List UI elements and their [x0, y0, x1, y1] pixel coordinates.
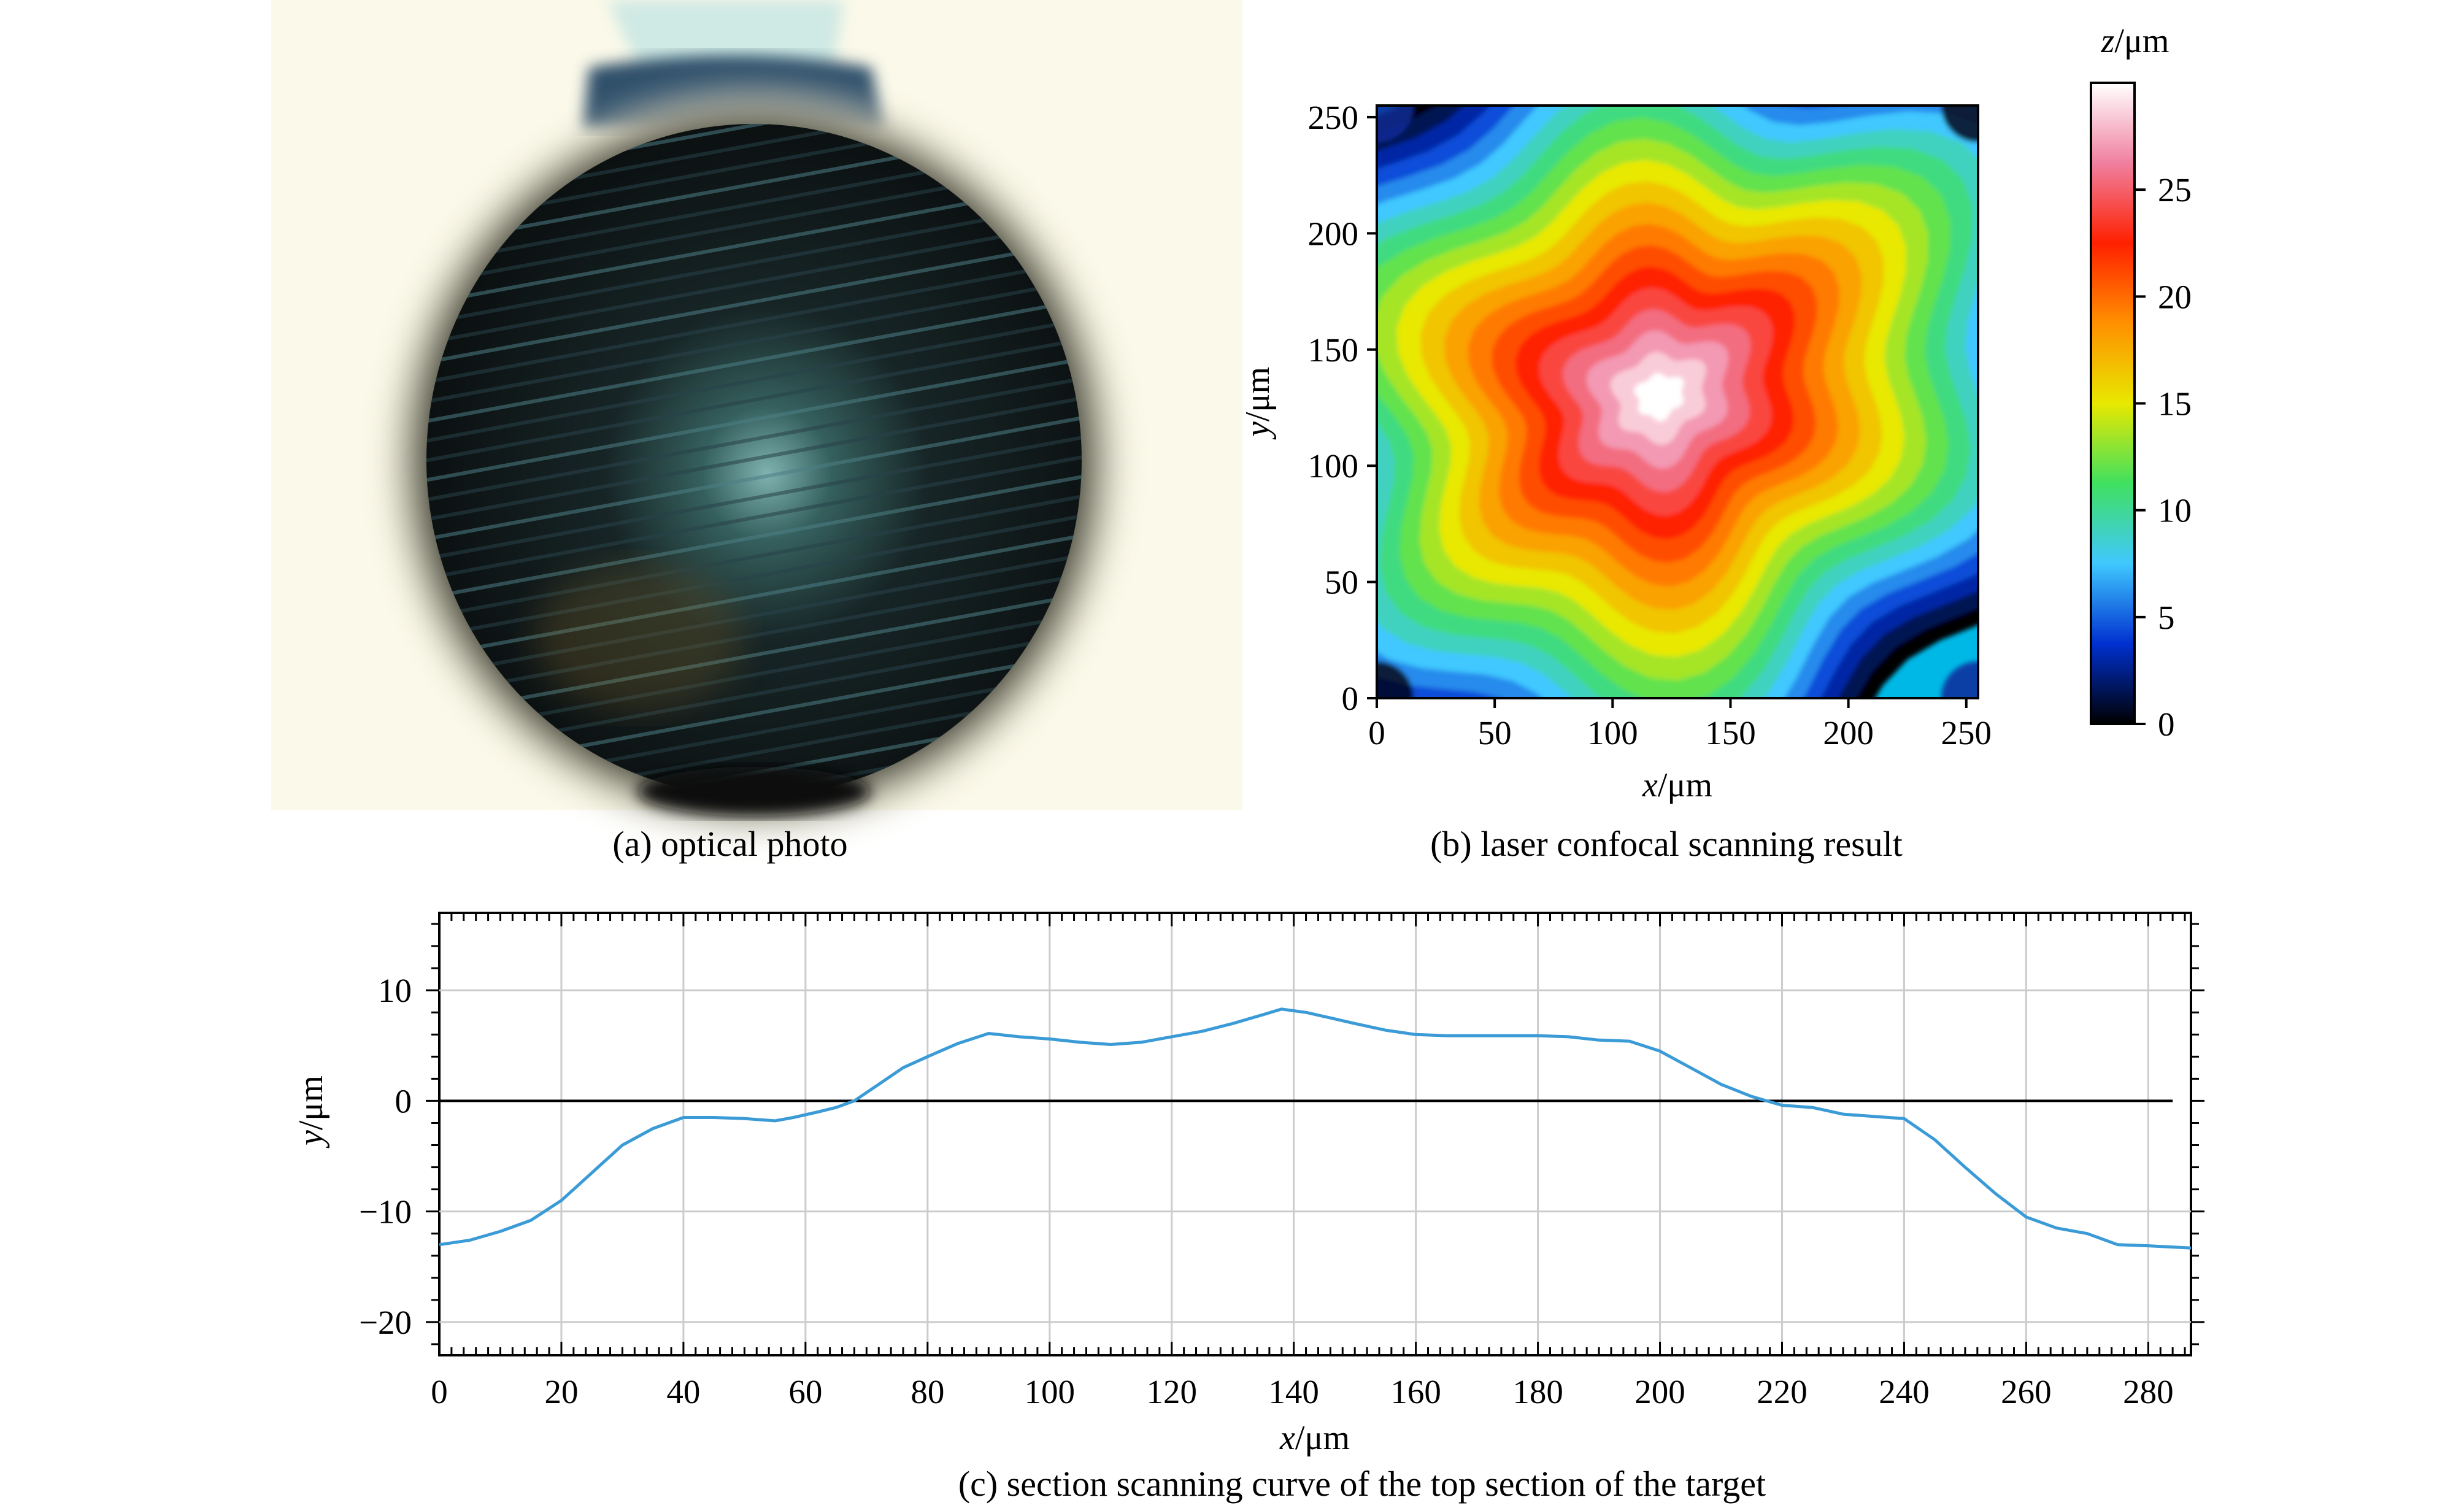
- xtick-label: 180: [1512, 1373, 1563, 1410]
- xtick-label: 160: [1390, 1373, 1441, 1410]
- heatmap-corner-blob: [1941, 661, 1978, 698]
- line-chart-series: [439, 1007, 2192, 1250]
- xtick-label: 140: [1268, 1373, 1319, 1410]
- heatmap-xtick-label: 100: [1587, 714, 1638, 752]
- colorbar-tick-label: 20: [2158, 278, 2192, 315]
- heatmap-corner-blob: [1377, 661, 1414, 698]
- heatmap-ytick-label: 50: [1325, 564, 1358, 601]
- colorbar-tick-label: 0: [2158, 706, 2175, 743]
- heatmap-ticks: 0 50 100 150 200 250 0 50 100 150 200 250: [1308, 99, 1992, 752]
- xtick-label: 220: [1757, 1373, 1808, 1410]
- heatmap-xtick-label: 0: [1368, 714, 1385, 752]
- line-chart-ticks: 0 20 40 60 80 100 120 140 160 180 200 220 240 260 2801…: [359, 913, 2204, 1410]
- heatmap-xtick-label: 50: [1478, 714, 1512, 752]
- heatmap-field: [1377, 106, 1978, 698]
- caption-b: (b) laser confocal scanning result: [1430, 824, 1903, 864]
- xtick-label: 260: [2001, 1373, 2052, 1410]
- series-line: [439, 1007, 2192, 1250]
- heatmap-ytick-label: 0: [1342, 680, 1359, 717]
- line-chart-grid: [439, 913, 2191, 1355]
- xtick-label: 280: [2123, 1373, 2174, 1410]
- xtick-label: 60: [788, 1373, 822, 1410]
- heatmap-xlabel: x/μm: [1642, 766, 1712, 804]
- heatmap-ytick-label: 250: [1308, 99, 1359, 136]
- heatmap-ytick-label: 150: [1308, 331, 1359, 369]
- line-chart: 0 20 40 60 80 100 120 140 160 180 200 220 240 260 2801…: [359, 912, 2204, 1410]
- colorbar-tick-label: 15: [2158, 385, 2192, 423]
- colorbar-tick-label: 10: [2158, 492, 2192, 529]
- line-xlabel: x/μm: [1279, 1419, 1350, 1457]
- heatmap-ylabel: y/μm: [1239, 367, 1277, 440]
- heatmap-corner-blob: [1941, 106, 1978, 142]
- colorbar-label: z/μm: [2101, 22, 2169, 60]
- ytick-label: 10: [378, 972, 412, 1009]
- ytick-label: 0: [395, 1082, 412, 1120]
- colorbar-tick-label: 25: [2158, 171, 2192, 209]
- heatmap-xtick-label: 200: [1823, 714, 1874, 752]
- ytick-label: −10: [359, 1193, 412, 1231]
- xtick-label: 100: [1025, 1373, 1076, 1410]
- colorbar-ticks: 0 5 10 15 20 25: [2135, 171, 2192, 743]
- caption-c: (c) section scanning curve of the top se…: [958, 1464, 1766, 1504]
- xtick-label: 200: [1634, 1373, 1685, 1410]
- heatmap-xtick-label: 250: [1941, 714, 1992, 752]
- heatmap-contour-level: [1634, 373, 1684, 421]
- colorbar: 0 5 10 15 20 25 z/μm: [2090, 22, 2192, 743]
- colorbar-tick-label: 5: [2158, 599, 2175, 636]
- heatmap-panel: 0 50 100 150 200 250 0 50 100 150 200 250: [1308, 99, 1992, 752]
- line-ylabel: y/μm: [292, 1075, 330, 1148]
- heatmap-ytick-label: 100: [1308, 447, 1359, 485]
- xtick-label: 20: [544, 1373, 578, 1410]
- heatmap-ytick-label: 200: [1308, 215, 1359, 252]
- heatmap-xtick-label: 150: [1705, 714, 1756, 752]
- xtick-label: 240: [1879, 1373, 1930, 1410]
- heatmap-frame: [1376, 104, 1979, 699]
- ytick-label: −20: [359, 1304, 412, 1341]
- xtick-label: 40: [666, 1373, 700, 1410]
- optical-photo: [271, 0, 1242, 829]
- heatmap-corner-blob: [1377, 106, 1414, 142]
- xtick-label: 120: [1146, 1373, 1197, 1410]
- xtick-label: 80: [911, 1373, 944, 1410]
- xtick-label: 0: [431, 1373, 448, 1410]
- caption-a: (a) optical photo: [612, 824, 847, 864]
- line-chart-frame: [438, 912, 2192, 1356]
